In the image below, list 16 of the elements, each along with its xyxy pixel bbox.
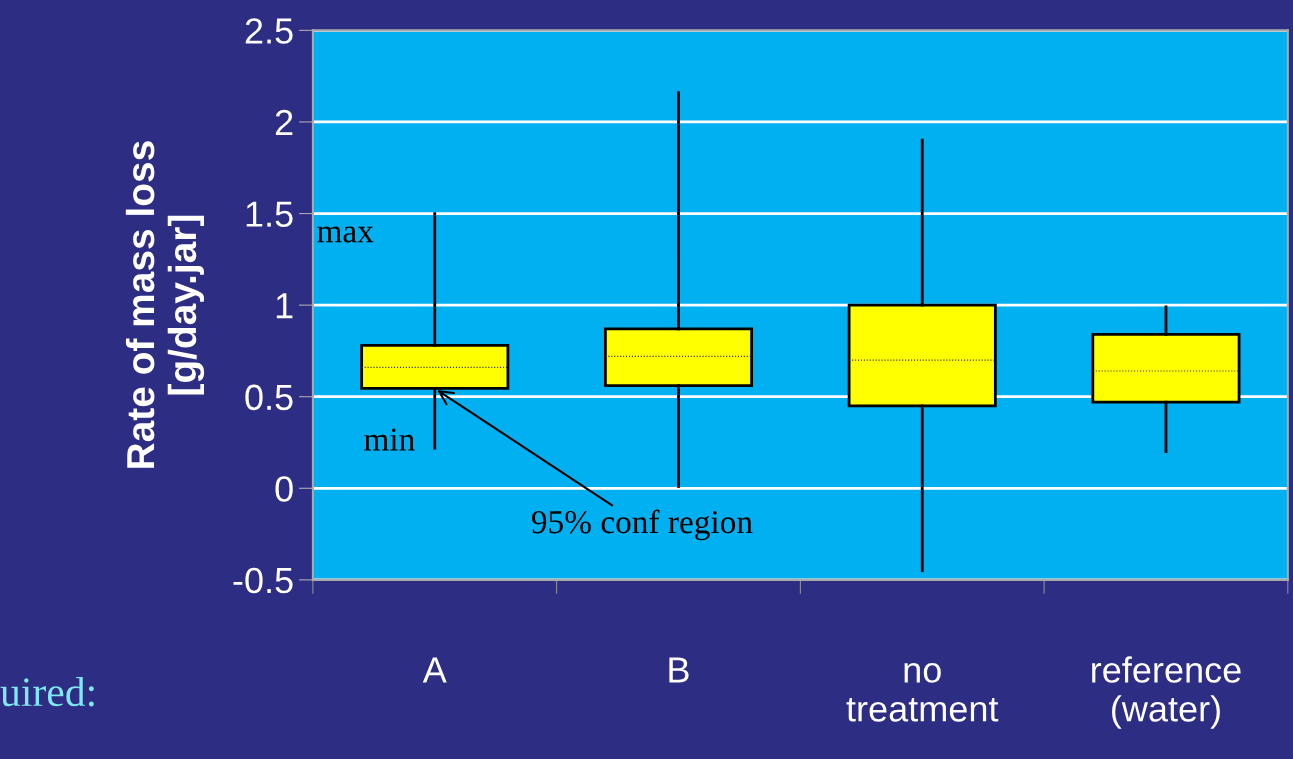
x-tick-label: A [422, 657, 447, 683]
y-tick-label: 1 [276, 293, 293, 319]
y-tick-label: -0.5 [233, 567, 293, 594]
x-tick-label: B [669, 657, 689, 683]
y-axis-title: Rate of mass loss [g/day.jar] [125, 141, 205, 468]
x-tick-label: no treatment [846, 663, 999, 722]
y-tick-label: 0 [275, 476, 293, 502]
annotation: min [364, 428, 415, 451]
y-tick-label: 2.5 [245, 18, 293, 44]
text: uired: [0, 676, 94, 707]
y-tick-label: 2 [275, 109, 293, 136]
y-tick-label: 1.5 [246, 201, 293, 227]
annotation: max [317, 226, 374, 243]
annotation: 95% conf region [531, 509, 753, 541]
x-tick-label: reference (water) [1092, 656, 1241, 729]
y-tick-label: 0.5 [245, 384, 293, 411]
